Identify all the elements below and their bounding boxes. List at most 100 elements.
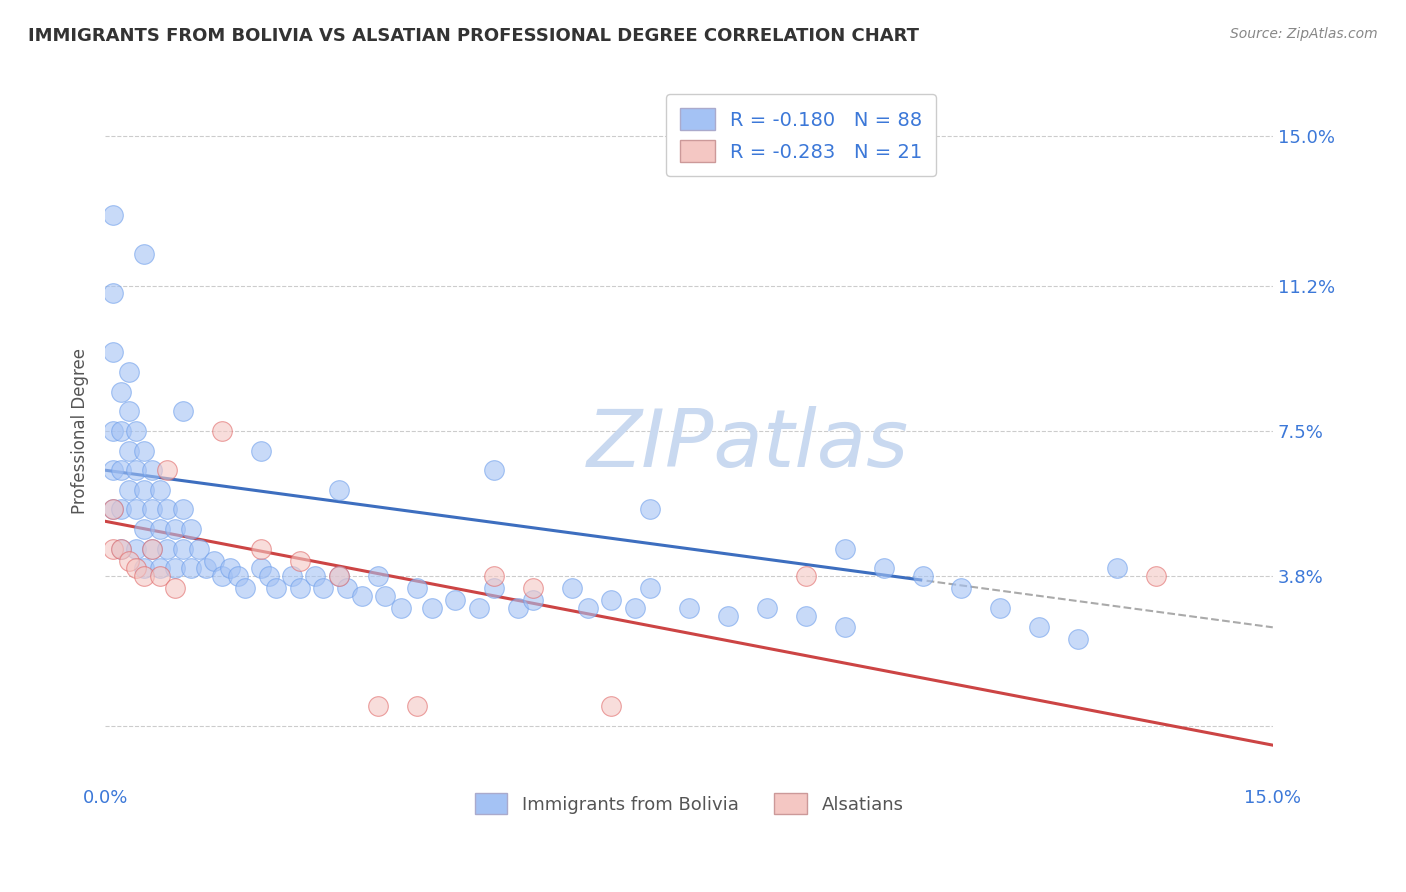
Point	[101, 286, 124, 301]
Point	[211, 424, 233, 438]
Point	[522, 592, 544, 607]
Point	[101, 345, 124, 359]
Point	[1144, 569, 1167, 583]
Point	[834, 541, 856, 556]
Point	[110, 424, 132, 438]
Point	[134, 247, 156, 261]
Point	[367, 698, 389, 713]
Point	[165, 581, 187, 595]
Point	[257, 569, 280, 583]
Legend: Immigrants from Bolivia, Alsatians: Immigrants from Bolivia, Alsatians	[464, 782, 914, 825]
Point	[156, 541, 179, 556]
Point	[101, 541, 124, 556]
Y-axis label: Professional Degree: Professional Degree	[72, 348, 89, 514]
Point	[101, 502, 124, 516]
Point	[233, 581, 256, 595]
Point	[149, 569, 172, 583]
Point	[117, 365, 139, 379]
Point	[506, 600, 529, 615]
Point	[101, 502, 124, 516]
Point	[125, 463, 148, 477]
Point	[420, 600, 443, 615]
Point	[266, 581, 288, 595]
Point	[141, 502, 163, 516]
Point	[101, 463, 124, 477]
Point	[250, 443, 273, 458]
Point	[484, 581, 506, 595]
Point	[872, 561, 894, 575]
Point	[156, 463, 179, 477]
Point	[226, 569, 249, 583]
Point	[211, 569, 233, 583]
Point	[172, 502, 194, 516]
Point	[405, 581, 427, 595]
Point	[110, 463, 132, 477]
Point	[1067, 632, 1090, 646]
Point	[125, 541, 148, 556]
Point	[141, 541, 163, 556]
Point	[117, 553, 139, 567]
Point	[600, 592, 623, 607]
Text: IMMIGRANTS FROM BOLIVIA VS ALSATIAN PROFESSIONAL DEGREE CORRELATION CHART: IMMIGRANTS FROM BOLIVIA VS ALSATIAN PROF…	[28, 27, 920, 45]
Point	[717, 608, 740, 623]
Point	[165, 561, 187, 575]
Point	[288, 581, 311, 595]
Point	[110, 541, 132, 556]
Point	[468, 600, 491, 615]
Point	[288, 553, 311, 567]
Point	[149, 522, 172, 536]
Point	[134, 483, 156, 497]
Point	[172, 404, 194, 418]
Point	[195, 561, 218, 575]
Point	[794, 608, 817, 623]
Point	[335, 581, 357, 595]
Point	[250, 561, 273, 575]
Point	[444, 592, 467, 607]
Point	[389, 600, 412, 615]
Point	[374, 589, 396, 603]
Point	[202, 553, 225, 567]
Point	[134, 561, 156, 575]
Point	[638, 581, 661, 595]
Point	[794, 569, 817, 583]
Text: Source: ZipAtlas.com: Source: ZipAtlas.com	[1230, 27, 1378, 41]
Point	[110, 541, 132, 556]
Point	[172, 541, 194, 556]
Point	[328, 569, 350, 583]
Point	[950, 581, 973, 595]
Point	[281, 569, 304, 583]
Point	[623, 600, 645, 615]
Point	[134, 522, 156, 536]
Point	[484, 463, 506, 477]
Point	[110, 384, 132, 399]
Point	[125, 424, 148, 438]
Point	[149, 483, 172, 497]
Point	[125, 561, 148, 575]
Point	[117, 483, 139, 497]
Point	[125, 502, 148, 516]
Point	[600, 698, 623, 713]
Point	[561, 581, 583, 595]
Point	[988, 600, 1011, 615]
Point	[134, 569, 156, 583]
Point	[911, 569, 934, 583]
Text: ZIPatlas: ZIPatlas	[586, 406, 908, 484]
Point	[1028, 620, 1050, 634]
Point	[250, 541, 273, 556]
Point	[117, 404, 139, 418]
Point	[755, 600, 778, 615]
Point	[328, 483, 350, 497]
Point	[110, 502, 132, 516]
Point	[312, 581, 335, 595]
Point	[522, 581, 544, 595]
Point	[117, 443, 139, 458]
Point	[484, 569, 506, 583]
Point	[638, 502, 661, 516]
Point	[149, 561, 172, 575]
Point	[180, 522, 202, 536]
Point	[187, 541, 209, 556]
Point	[1107, 561, 1129, 575]
Point	[165, 522, 187, 536]
Point	[405, 698, 427, 713]
Point	[141, 541, 163, 556]
